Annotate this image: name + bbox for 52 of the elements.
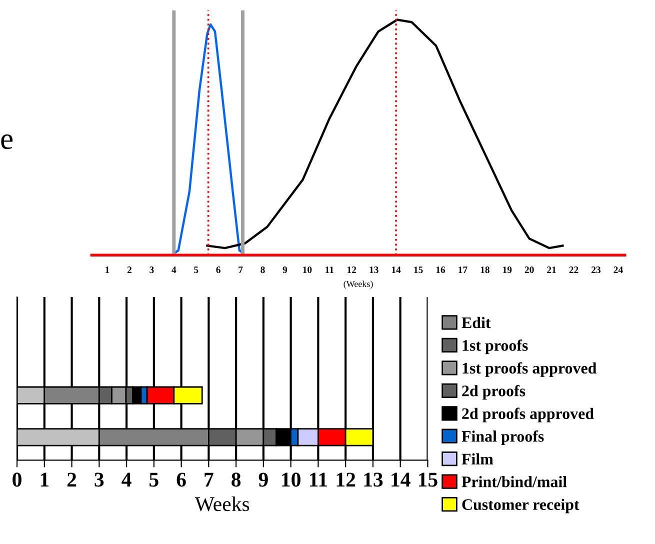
legend-label: Edit	[462, 316, 491, 328]
text: e	[1, 134, 13, 150]
x-tick-label: 6	[176, 472, 186, 487]
x-tick-label: 11	[326, 266, 334, 273]
x-tick-label: 5	[194, 266, 198, 274]
x-tick-label: 23	[592, 266, 601, 274]
x-tick-label: 13	[370, 266, 378, 274]
legend-label: 1st proofs	[462, 339, 528, 354]
x-tick-label: 9	[282, 266, 288, 274]
x-tick-label: 0	[12, 472, 22, 487]
x-tick-label: 15	[418, 472, 438, 487]
x-tick-label: 16	[436, 266, 446, 274]
x-axis-title: (Weeks)	[344, 280, 373, 289]
x-tick-label: 12	[348, 266, 356, 273]
x-tick-label: 19	[503, 266, 512, 274]
legend-label: Final proofs	[462, 430, 544, 446]
x-tick-label: 11	[310, 472, 327, 486]
x-tick-label: 10	[282, 472, 300, 487]
legend-label: Film	[462, 453, 494, 464]
x-tick-label: 18	[480, 266, 490, 274]
x-tick-label: 8	[232, 472, 241, 487]
legend-label: Print/bind/mail	[462, 476, 567, 488]
x-tick-label: 24	[614, 266, 623, 273]
x-tick-label: 2	[67, 472, 76, 486]
x-tick-label: 7	[238, 266, 243, 273]
x-tick-label: 15	[414, 266, 423, 274]
x-tick-label: 3	[150, 266, 154, 274]
x-tick-label: 4	[122, 472, 132, 486]
x-tick-label: 12	[336, 472, 356, 486]
x-tick-label: 9	[258, 472, 268, 487]
x-tick-label: 7	[204, 472, 214, 486]
legend-label: 1st proofs approved	[462, 362, 597, 377]
x-tick-label: 3	[94, 472, 104, 487]
x-tick-label: 1	[106, 266, 110, 273]
x-tick-label: 5	[150, 472, 158, 487]
x-tick-label: 2	[127, 266, 132, 273]
x-tick-label: 22	[569, 266, 578, 273]
x-tick-label: 10	[303, 266, 312, 274]
x-tick-label: 8	[260, 266, 265, 274]
x-tick-label: 4	[172, 266, 176, 273]
x-tick-label: 14	[392, 472, 410, 486]
x-tick-label: 17	[458, 266, 468, 273]
x-axis-title: Weeks	[194, 496, 250, 512]
x-tick-label: 20	[524, 266, 534, 274]
x-tick-label: 13	[364, 472, 383, 487]
x-tick-label: 21	[547, 266, 556, 273]
legend-label: Customer receipt	[462, 498, 580, 514]
x-tick-label: 14	[392, 266, 401, 273]
x-tick-label: 6	[216, 266, 220, 274]
legend-label: 2d proofs approved	[462, 408, 594, 422]
x-tick-label: 1	[40, 472, 49, 486]
legend-label: 2d proofs	[462, 384, 526, 400]
